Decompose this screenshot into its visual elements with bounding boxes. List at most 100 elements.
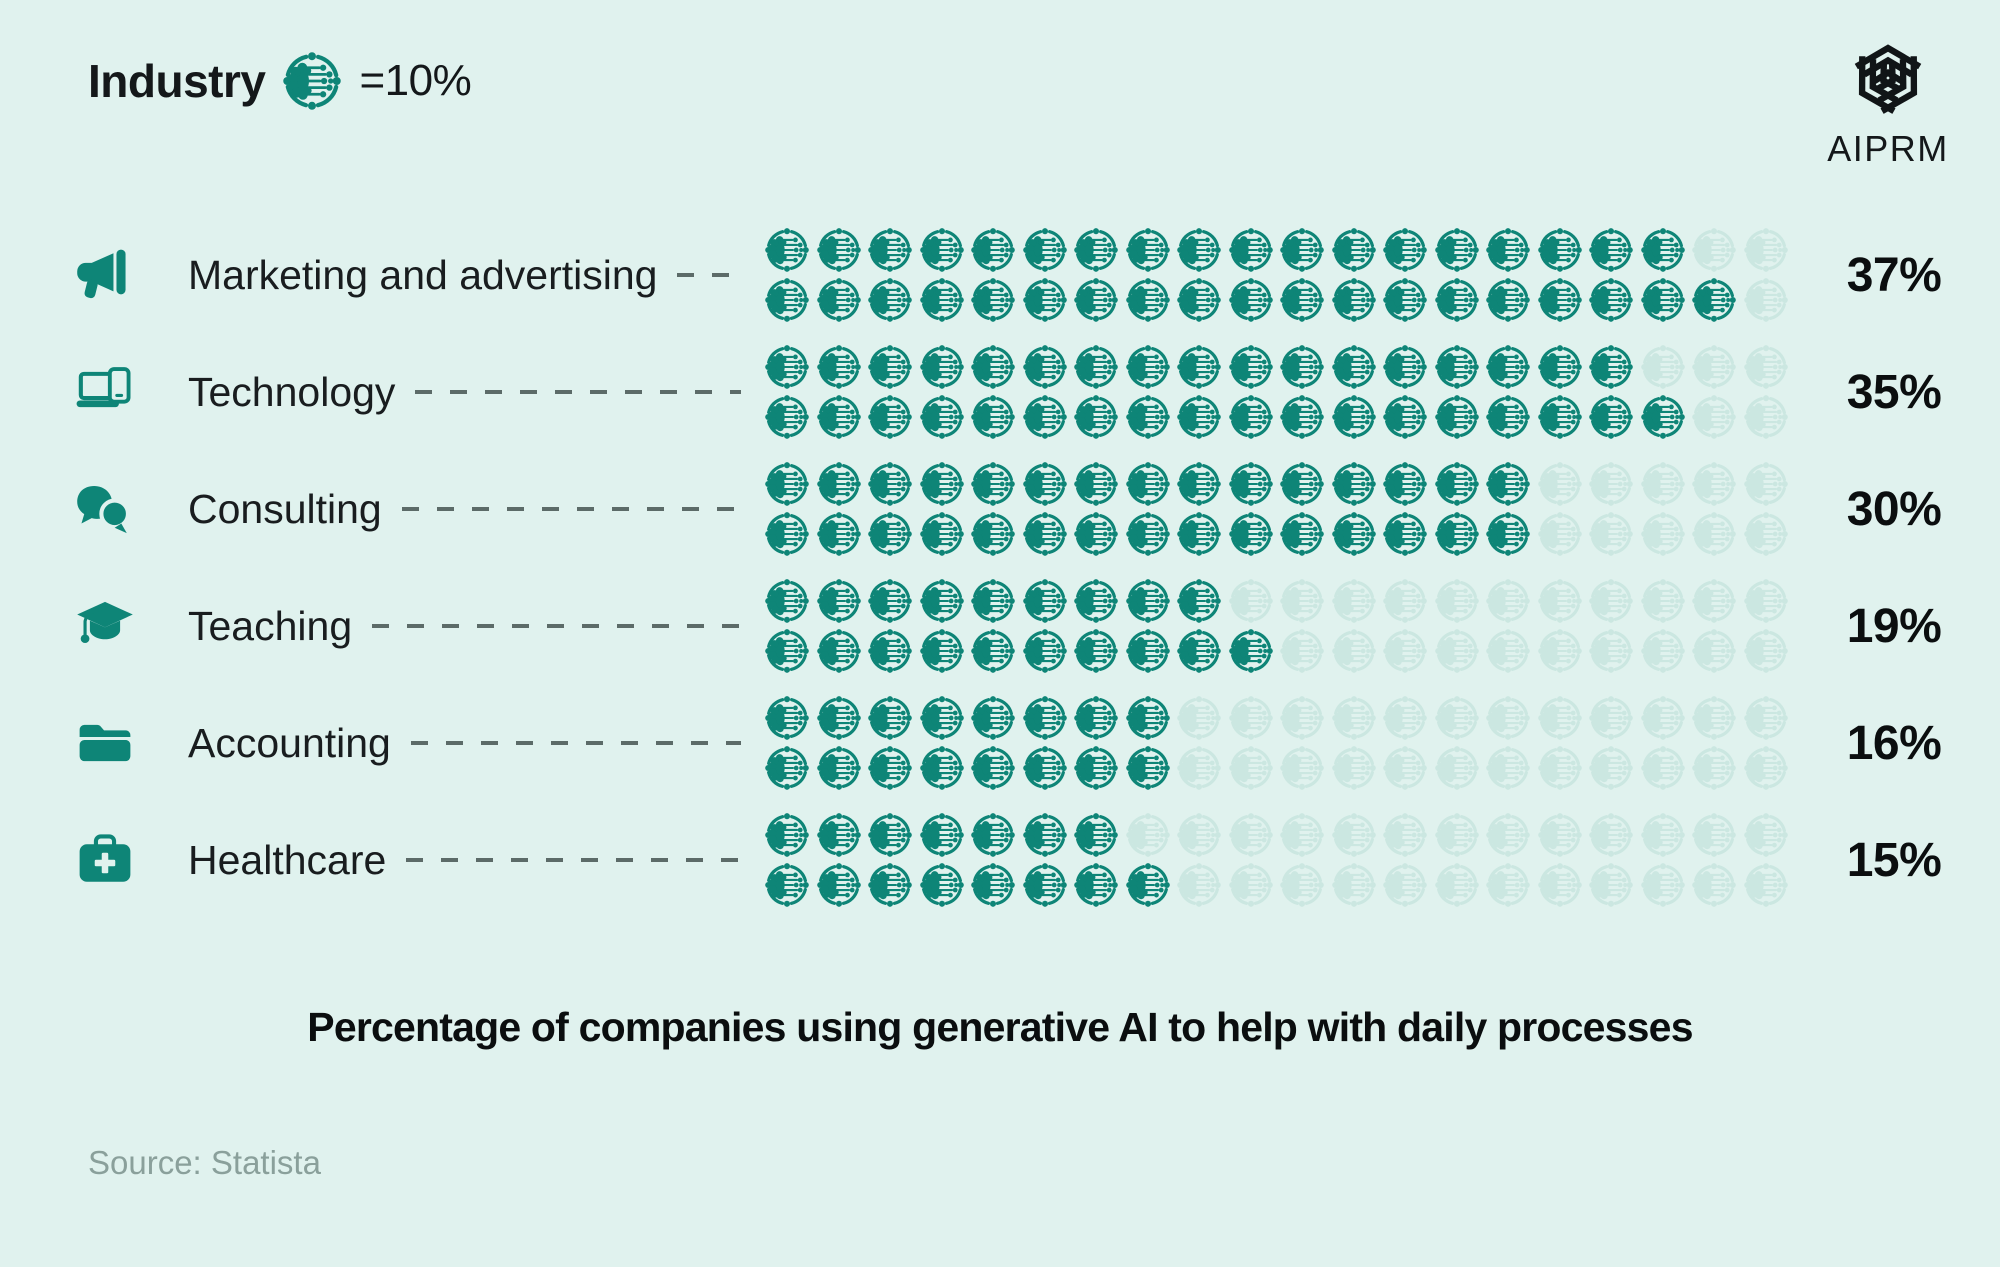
- ai-brain-unit-icon: [1177, 746, 1221, 790]
- ai-brain-unit-icon: [1692, 345, 1736, 389]
- ai-brain-unit-icon: [1126, 863, 1170, 907]
- ai-brain-unit-icon: [1744, 579, 1788, 623]
- ai-brain-unit-icon: [1589, 395, 1633, 439]
- ai-brain-unit-icon: [1074, 228, 1118, 272]
- ai-brain-unit-icon: [971, 228, 1015, 272]
- ai-brain-unit-icon: [1074, 512, 1118, 556]
- ai-brain-unit-icon: [1383, 746, 1427, 790]
- category-label: Technology: [188, 368, 396, 415]
- ai-brain-unit-icon: [1280, 345, 1324, 389]
- pictogram-row: [765, 579, 1788, 623]
- ai-brain-unit-icon: [1229, 345, 1273, 389]
- ai-brain-unit-icon: [1126, 579, 1170, 623]
- ai-brain-unit-icon: [1486, 579, 1530, 623]
- ai-brain-unit-icon: [1435, 278, 1479, 322]
- ai-brain-unit-icon: [1229, 512, 1273, 556]
- pictogram-row: [765, 345, 1788, 389]
- ai-brain-unit-icon: [1074, 863, 1118, 907]
- industry-row: Marketing and advertising 37%: [0, 228, 2000, 322]
- ai-brain-unit-icon: [817, 629, 861, 673]
- ai-brain-unit-icon: [1332, 462, 1376, 506]
- ai-brain-unit-icon: [971, 395, 1015, 439]
- ai-brain-unit-icon: [817, 746, 861, 790]
- ai-brain-unit-icon: [868, 579, 912, 623]
- ai-brain-unit-icon: [1023, 696, 1067, 740]
- ai-brain-unit-icon: [971, 345, 1015, 389]
- ai-brain-unit-icon: [868, 395, 912, 439]
- ai-brain-unit-icon: [1435, 746, 1479, 790]
- ai-brain-unit-icon: [817, 278, 861, 322]
- ai-brain-unit-icon: [1126, 512, 1170, 556]
- ai-brain-unit-icon: [1744, 228, 1788, 272]
- ai-brain-unit-icon: [1332, 228, 1376, 272]
- ai-brain-unit-icon: [1435, 579, 1479, 623]
- ai-brain-unit-icon: [765, 746, 809, 790]
- ai-brain-unit-icon: [868, 863, 912, 907]
- ai-brain-unit-icon: [920, 395, 964, 439]
- ai-brain-unit-icon: [1744, 863, 1788, 907]
- ai-brain-unit-icon: [1589, 813, 1633, 857]
- leader-dashes: [415, 390, 741, 394]
- ai-brain-unit-icon: [765, 395, 809, 439]
- ai-brain-unit-icon: [1023, 278, 1067, 322]
- chart-title: Percentage of companies using generative…: [307, 1004, 1693, 1050]
- value-label: 35%: [1846, 365, 1942, 419]
- category-label: Teaching: [188, 602, 353, 649]
- ai-brain-unit-icon: [1177, 512, 1221, 556]
- ai-brain-unit-icon: [817, 512, 861, 556]
- ai-brain-unit-icon: [765, 345, 809, 389]
- ai-brain-unit-icon: [1538, 345, 1582, 389]
- ai-brain-unit-icon: [868, 813, 912, 857]
- ai-brain-unit-icon: [920, 228, 964, 272]
- ai-brain-unit-icon: [1177, 345, 1221, 389]
- ai-brain-unit-icon: [1332, 696, 1376, 740]
- value-label: 37%: [1846, 248, 1942, 302]
- leader-dashes: [401, 507, 741, 511]
- ai-brain-unit-icon: [1280, 579, 1324, 623]
- ai-brain-unit-icon: [1486, 696, 1530, 740]
- ai-brain-unit-icon: [765, 696, 809, 740]
- ai-brain-unit-icon: [920, 579, 964, 623]
- ai-brain-unit-icon: [1486, 228, 1530, 272]
- pictogram-grid: [765, 345, 1788, 439]
- value-label: 19%: [1846, 599, 1942, 653]
- ai-brain-unit-icon: [1692, 579, 1736, 623]
- ai-brain-unit-icon: [1229, 813, 1273, 857]
- megaphone-icon: [76, 244, 134, 306]
- ai-brain-unit-icon: [971, 863, 1015, 907]
- ai-brain-unit-icon: [1177, 629, 1221, 673]
- ai-brain-unit-icon: [1692, 863, 1736, 907]
- ai-brain-unit-icon: [1023, 863, 1067, 907]
- ai-brain-unit-icon: [1177, 813, 1221, 857]
- ai-brain-unit-icon: [1383, 813, 1427, 857]
- ai-brain-unit-icon: [1332, 813, 1376, 857]
- ai-brain-unit-icon: [1538, 395, 1582, 439]
- ai-brain-unit-icon: [1538, 278, 1582, 322]
- ai-brain-unit-icon: [1692, 462, 1736, 506]
- legend-title: Industry: [88, 55, 266, 107]
- ai-brain-unit-icon: [1692, 629, 1736, 673]
- pictogram-row: [765, 863, 1788, 907]
- ai-brain-unit-icon: [1023, 579, 1067, 623]
- graduation-cap-icon: [76, 595, 134, 657]
- ai-brain-unit-icon: [1538, 579, 1582, 623]
- value-label: 15%: [1846, 833, 1942, 887]
- ai-brain-unit-icon: [1744, 512, 1788, 556]
- ai-brain-unit-icon: [1126, 462, 1170, 506]
- ai-brain-unit-icon: [1177, 278, 1221, 322]
- ai-brain-unit-icon: [765, 579, 809, 623]
- pictogram-row: [765, 512, 1788, 556]
- ai-brain-unit-icon: [868, 746, 912, 790]
- ai-brain-unit-icon: [1332, 579, 1376, 623]
- ai-brain-unit-icon: [971, 278, 1015, 322]
- ai-brain-unit-icon: [1074, 629, 1118, 673]
- ai-brain-unit-icon: [1383, 579, 1427, 623]
- ai-brain-unit-icon: [1692, 395, 1736, 439]
- ai-brain-unit-icon: [1229, 863, 1273, 907]
- ai-brain-unit-icon: [1126, 395, 1170, 439]
- pictogram-row: [765, 278, 1788, 322]
- ai-brain-unit-icon: [1538, 696, 1582, 740]
- ai-brain-unit-icon: [971, 746, 1015, 790]
- ai-brain-unit-icon: [1177, 395, 1221, 439]
- ai-brain-unit-icon: [1332, 746, 1376, 790]
